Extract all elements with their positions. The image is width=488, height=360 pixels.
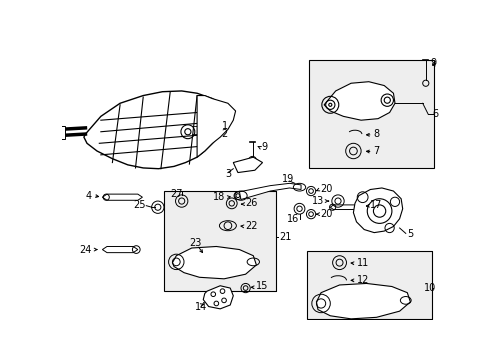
- Polygon shape: [329, 205, 362, 210]
- Text: 20: 20: [320, 184, 332, 194]
- Text: 14: 14: [194, 302, 206, 311]
- Polygon shape: [197, 95, 235, 157]
- Polygon shape: [239, 183, 301, 199]
- Text: 20: 20: [320, 209, 332, 219]
- Polygon shape: [324, 82, 394, 120]
- Text: 11: 11: [356, 258, 368, 267]
- Text: 13: 13: [311, 196, 324, 206]
- Bar: [308, 60, 433, 168]
- Text: 17: 17: [369, 200, 382, 210]
- Text: 25: 25: [133, 200, 145, 210]
- Text: 23: 23: [189, 238, 202, 248]
- Polygon shape: [84, 91, 230, 169]
- Bar: [306, 251, 431, 319]
- Text: 12: 12: [356, 275, 368, 285]
- Polygon shape: [172, 247, 256, 279]
- Text: 2: 2: [221, 129, 227, 139]
- Polygon shape: [102, 194, 142, 200]
- Text: 9: 9: [429, 58, 436, 68]
- Polygon shape: [316, 283, 409, 319]
- Text: 16: 16: [286, 214, 299, 224]
- Text: 27: 27: [170, 189, 182, 199]
- Text: 15: 15: [256, 281, 268, 291]
- Text: 6: 6: [431, 109, 437, 119]
- Text: 22: 22: [245, 221, 258, 231]
- Text: 24: 24: [79, 244, 91, 255]
- Text: 26: 26: [245, 198, 258, 208]
- Text: 8: 8: [373, 129, 379, 139]
- Polygon shape: [203, 286, 233, 309]
- Text: 21: 21: [279, 232, 291, 242]
- Text: 9: 9: [261, 142, 266, 152]
- Text: 1: 1: [221, 121, 227, 131]
- Polygon shape: [102, 247, 138, 253]
- Text: 4: 4: [85, 191, 91, 201]
- Text: 7: 7: [373, 146, 379, 156]
- Bar: [59, 126, 64, 139]
- Text: 19: 19: [281, 175, 293, 184]
- Text: 5: 5: [407, 229, 413, 239]
- Bar: [163, 191, 275, 291]
- Text: 10: 10: [424, 283, 436, 293]
- Text: 18: 18: [213, 192, 225, 202]
- Polygon shape: [353, 188, 402, 233]
- Text: 3: 3: [224, 169, 230, 179]
- Circle shape: [328, 103, 331, 106]
- Polygon shape: [233, 157, 262, 172]
